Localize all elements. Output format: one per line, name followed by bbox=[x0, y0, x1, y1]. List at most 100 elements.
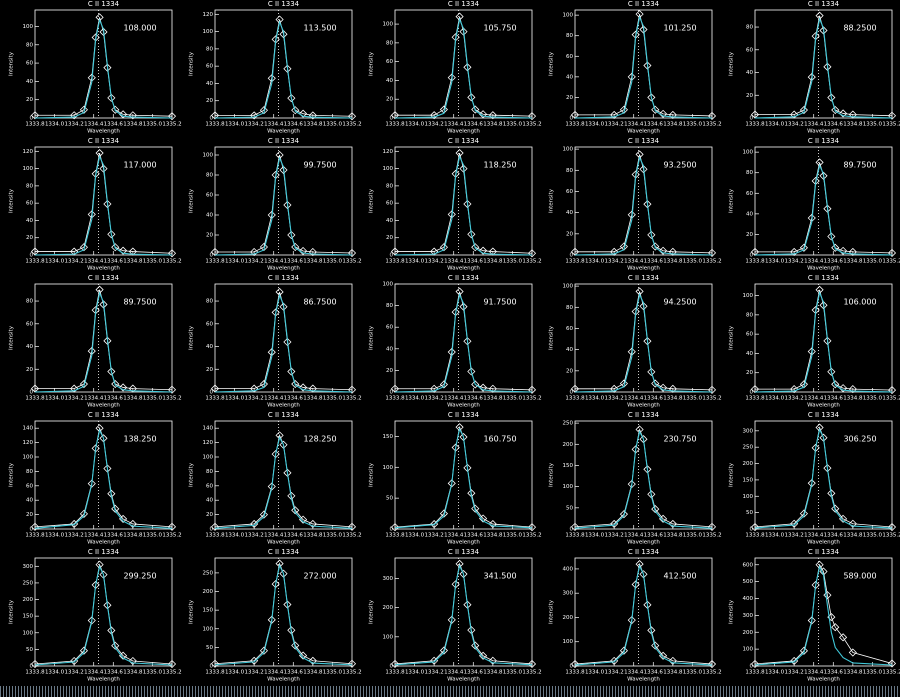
x-axis-label: Wavelength bbox=[447, 129, 480, 135]
y-tick-label: 100 bbox=[23, 630, 34, 636]
x-axis-label: Wavelength bbox=[627, 129, 660, 135]
x-tick-label: 1334.8 bbox=[123, 396, 143, 402]
data-point bbox=[668, 247, 677, 256]
x-tick-label: 1334.8 bbox=[483, 122, 503, 128]
y-tick-label: 250 bbox=[743, 445, 754, 451]
data-point bbox=[848, 110, 857, 119]
data-point bbox=[447, 615, 456, 624]
x-tick-label: 1335.2 bbox=[702, 670, 721, 676]
y-tick-label: 80 bbox=[26, 42, 33, 48]
data-point bbox=[887, 111, 897, 120]
data-point bbox=[831, 105, 840, 115]
panel-title: C II 1334 bbox=[268, 274, 300, 282]
y-tick-label: 100 bbox=[563, 13, 574, 19]
plot-frame bbox=[394, 146, 533, 256]
x-tick-label: 1334.4 bbox=[444, 396, 464, 402]
data-point bbox=[799, 646, 808, 655]
panel: C II 1334 Wavelength Intensity 101.250 1333.… bbox=[549, 0, 722, 135]
x-tick-label: 1333.8 bbox=[205, 122, 225, 128]
data-point bbox=[647, 93, 656, 102]
data-point bbox=[111, 379, 120, 389]
data-point bbox=[799, 509, 808, 518]
x-tick-label: 1335.2 bbox=[342, 122, 361, 128]
y-tick-label: 0 bbox=[750, 390, 754, 396]
data-point bbox=[291, 242, 300, 252]
x-tick-label: 1335.2 bbox=[522, 396, 541, 402]
data-point bbox=[848, 648, 857, 657]
y-tick-label: 80 bbox=[566, 33, 573, 39]
x-tick-label: 1334.0 bbox=[45, 533, 65, 539]
plot-frame bbox=[214, 9, 353, 119]
panel: C II 1334 Wavelength Intensity 272.000 1333.… bbox=[189, 548, 362, 683]
x-axis-label: Wavelength bbox=[447, 403, 480, 409]
data-point bbox=[107, 93, 116, 102]
y-tick-label: 150 bbox=[23, 614, 34, 620]
data-point bbox=[70, 111, 79, 120]
x-tick-label: 1334.4 bbox=[624, 259, 644, 265]
data-point bbox=[527, 249, 537, 258]
data-point bbox=[128, 656, 137, 666]
x-tick-label: 1334.6 bbox=[644, 259, 664, 265]
data-point bbox=[819, 301, 828, 310]
x-tick-label: 1334.8 bbox=[843, 533, 863, 539]
x-axis-label: Wavelength bbox=[267, 677, 300, 683]
x-tick-label: 1334.2 bbox=[785, 259, 804, 265]
data-point bbox=[287, 230, 296, 240]
x-tick-label: 1334.8 bbox=[303, 259, 323, 265]
data-point bbox=[887, 522, 897, 532]
data-point bbox=[823, 591, 832, 600]
fit-line bbox=[214, 20, 353, 119]
y-tick-label: 40 bbox=[26, 344, 33, 350]
data-point bbox=[119, 383, 128, 392]
data-point bbox=[570, 522, 580, 531]
plot-frame bbox=[574, 146, 713, 256]
data-point bbox=[643, 61, 652, 70]
annotation: 89.7500 bbox=[123, 298, 156, 307]
annotation: 108.000 bbox=[123, 24, 156, 33]
x-tick-label: 1334.0 bbox=[405, 533, 425, 539]
data-point bbox=[283, 64, 292, 73]
data-point bbox=[790, 247, 799, 256]
y-tick-label: 20 bbox=[206, 512, 213, 518]
data-point bbox=[447, 479, 456, 488]
x-tick-label: 1333.8 bbox=[745, 533, 765, 539]
plot-frame bbox=[214, 283, 353, 393]
x-tick-label: 1333.8 bbox=[745, 670, 765, 676]
fit-line bbox=[34, 564, 173, 666]
x-tick-label: 1334.2 bbox=[425, 259, 444, 265]
x-tick-label: 1334.8 bbox=[303, 396, 323, 402]
y-tick-label: 80 bbox=[206, 46, 213, 52]
y-tick-label: 0 bbox=[30, 253, 34, 259]
x-tick-label: 1335.2 bbox=[342, 396, 361, 402]
y-tick-label: 100 bbox=[203, 153, 214, 159]
y-tick-label: 40 bbox=[746, 351, 753, 357]
panel-title: C II 1334 bbox=[628, 548, 660, 556]
y-tick-label: 200 bbox=[23, 597, 34, 603]
plot-frame bbox=[754, 420, 893, 530]
fit-line bbox=[574, 155, 713, 256]
data-point bbox=[279, 302, 288, 311]
fit-line bbox=[754, 427, 893, 529]
y-tick-label: 20 bbox=[386, 235, 393, 241]
y-tick-label: 80 bbox=[386, 40, 393, 46]
y-axis-label: Intensity bbox=[549, 325, 555, 350]
data-point bbox=[111, 504, 120, 513]
x-tick-label: 1334.6 bbox=[284, 396, 304, 402]
x-tick-label: 1334.0 bbox=[765, 122, 785, 128]
y-tick-label: 80 bbox=[746, 25, 753, 31]
x-tick-label: 1335.0 bbox=[323, 396, 343, 402]
annotation: 118.250 bbox=[483, 161, 516, 170]
y-tick-label: 300 bbox=[383, 576, 394, 582]
y-tick-label: 100 bbox=[743, 494, 754, 500]
fit-line bbox=[34, 428, 173, 529]
data-point bbox=[610, 110, 619, 119]
x-tick-label: 1334.0 bbox=[585, 670, 605, 676]
x-axis-label: Wavelength bbox=[447, 677, 480, 683]
data-point bbox=[619, 510, 628, 519]
data-point bbox=[488, 384, 497, 393]
data-point bbox=[299, 109, 308, 118]
y-axis-label: Intensity bbox=[729, 325, 735, 350]
x-tick-label: 1334.6 bbox=[644, 533, 664, 539]
data-point bbox=[848, 247, 857, 256]
